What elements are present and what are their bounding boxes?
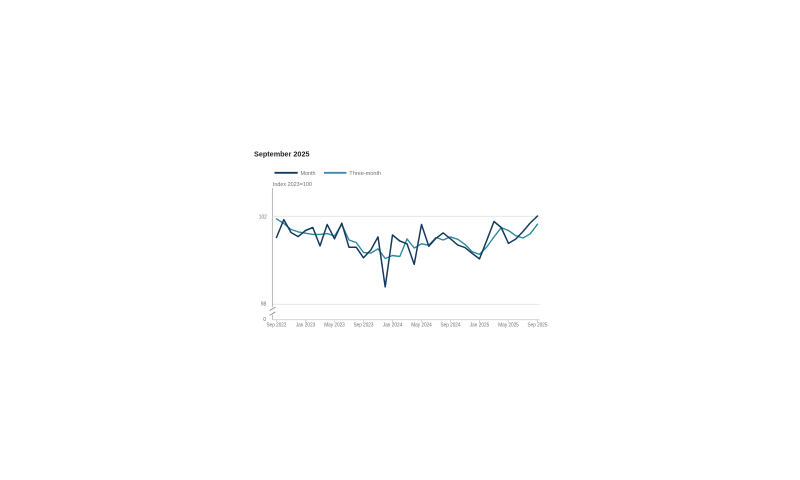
svg-text:Sep 2024: Sep 2024 <box>441 322 461 328</box>
svg-text:Jan 2024: Jan 2024 <box>383 322 402 328</box>
svg-text:May 2023: May 2023 <box>324 322 345 328</box>
svg-text:September 2025: September 2025 <box>254 149 310 158</box>
svg-text:Jan 2025: Jan 2025 <box>470 322 489 328</box>
svg-text:Jan 2023: Jan 2023 <box>296 322 315 328</box>
svg-text:Sep 2025: Sep 2025 <box>528 322 548 328</box>
svg-text:Sep 2023: Sep 2023 <box>354 322 374 328</box>
svg-text:Three-month: Three-month <box>349 171 381 177</box>
svg-text:98: 98 <box>261 302 267 308</box>
svg-text:May 2025: May 2025 <box>498 322 519 328</box>
svg-text:Sep 2022: Sep 2022 <box>267 322 287 328</box>
svg-text:May 2024: May 2024 <box>411 322 432 328</box>
svg-text:0: 0 <box>263 317 266 323</box>
svg-text:Index 2023=100: Index 2023=100 <box>273 182 312 188</box>
svg-text:Month: Month <box>301 171 316 177</box>
svg-text:102: 102 <box>259 214 267 220</box>
